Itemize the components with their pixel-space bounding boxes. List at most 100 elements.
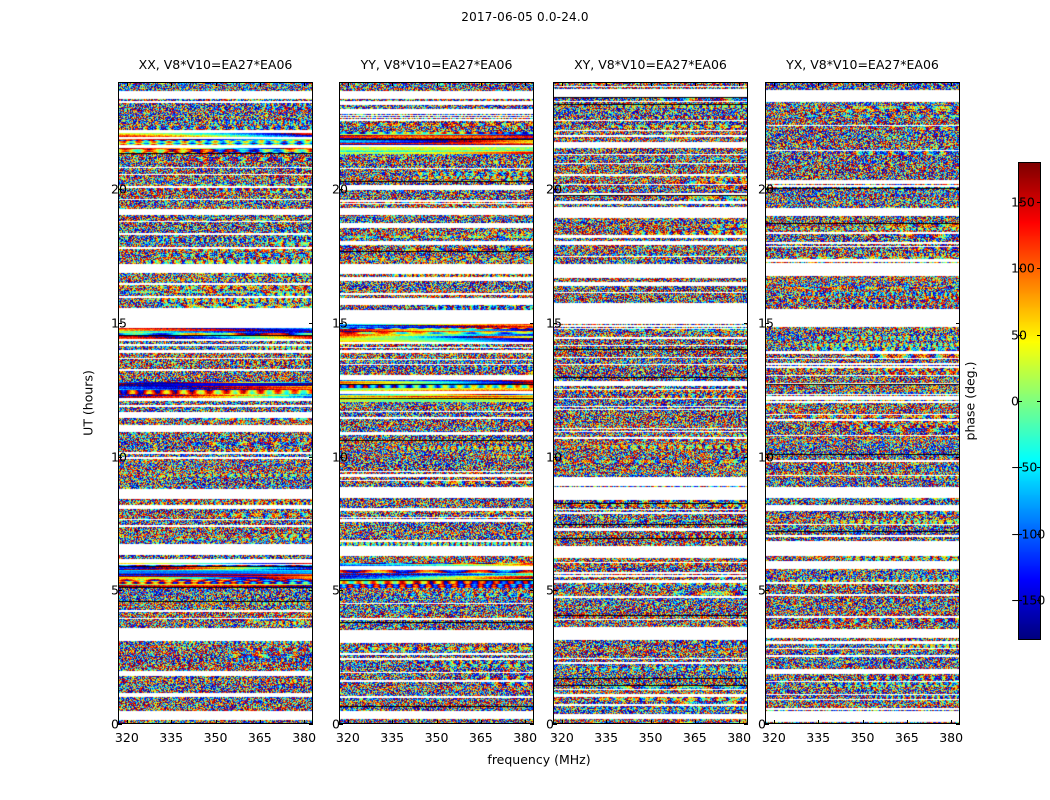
colorbar-label: phase (deg.) bbox=[962, 361, 978, 441]
x-tick-yx-2 bbox=[862, 720, 864, 724]
y-tick-xy-1 bbox=[553, 590, 557, 592]
x-tick-xx-4 bbox=[304, 720, 306, 724]
x-tick-top-xx-4 bbox=[304, 82, 306, 86]
colorbar-tick-right-2 bbox=[1037, 467, 1041, 469]
y-tick-xx-4 bbox=[118, 189, 122, 190]
colorbar-tick-right-1 bbox=[1037, 533, 1041, 535]
y-tick-xx-2 bbox=[118, 456, 122, 458]
x-tick-label-yx-0: 320 bbox=[761, 730, 786, 745]
y-tick-right-xy-3 bbox=[744, 322, 748, 324]
y-tick-xx-1 bbox=[118, 590, 122, 592]
x-tick-yx-0 bbox=[773, 720, 775, 724]
y-tick-yx-1 bbox=[765, 590, 769, 592]
x-tick-label-yy-3: 365 bbox=[468, 730, 493, 745]
y-tick-yx-0 bbox=[765, 724, 769, 725]
x-tick-xy-4 bbox=[739, 720, 741, 724]
x-tick-yy-1 bbox=[392, 720, 394, 724]
y-tick-right-xx-4 bbox=[309, 189, 313, 190]
x-tick-top-yx-1 bbox=[818, 82, 820, 86]
x-tick-top-xx-3 bbox=[259, 82, 261, 86]
heatmap-xy bbox=[554, 83, 747, 723]
x-tick-top-yy-4 bbox=[525, 82, 527, 86]
x-tick-top-yx-2 bbox=[862, 82, 864, 86]
heatmap-yx bbox=[766, 83, 959, 723]
colorbar-tick-right-4 bbox=[1037, 334, 1041, 336]
y-tick-yx-2 bbox=[765, 456, 769, 458]
y-tick-xy-3 bbox=[553, 322, 557, 324]
colorbar-tick-right-0 bbox=[1037, 600, 1041, 602]
x-tick-label-yx-3: 365 bbox=[894, 730, 919, 745]
x-tick-top-xy-0 bbox=[561, 82, 563, 86]
x-tick-xx-2 bbox=[215, 720, 217, 724]
x-tick-top-xx-2 bbox=[215, 82, 217, 86]
y-tick-right-xy-4 bbox=[744, 189, 748, 190]
colorbar-tick-5 bbox=[1018, 268, 1022, 270]
x-tick-top-xx-1 bbox=[171, 82, 173, 86]
x-tick-top-yx-3 bbox=[906, 82, 908, 86]
y-tick-right-yy-2 bbox=[530, 456, 534, 458]
heatmap-xx bbox=[119, 83, 312, 723]
colorbar-tick-3 bbox=[1018, 401, 1022, 402]
x-tick-top-xy-4 bbox=[739, 82, 741, 86]
y-tick-xx-0 bbox=[118, 724, 122, 725]
y-tick-right-yy-0 bbox=[530, 724, 534, 725]
x-tick-top-yx-0 bbox=[773, 82, 775, 86]
y-tick-right-xy-0 bbox=[744, 724, 748, 725]
colorbar-tick-0 bbox=[1018, 600, 1022, 602]
x-tick-xx-3 bbox=[259, 720, 261, 724]
panel-xy[interactable] bbox=[553, 82, 748, 724]
x-tick-label-yy-0: 320 bbox=[335, 730, 360, 745]
x-tick-top-yy-3 bbox=[480, 82, 482, 86]
x-tick-yy-0 bbox=[347, 720, 349, 724]
heatmap-yy bbox=[340, 83, 533, 723]
panel-title-yy: YY, V8*V10=EA27*EA06 bbox=[360, 57, 513, 72]
x-tick-label-yx-2: 350 bbox=[850, 730, 875, 745]
y-tick-yy-1 bbox=[339, 590, 343, 592]
x-tick-top-xy-3 bbox=[694, 82, 696, 86]
panel-title-xx: XX, V8*V10=EA27*EA06 bbox=[138, 57, 293, 72]
y-tick-yx-3 bbox=[765, 322, 769, 324]
x-tick-label-xy-1: 335 bbox=[594, 730, 619, 745]
x-tick-top-xy-1 bbox=[606, 82, 608, 86]
x-tick-label-xy-4: 380 bbox=[727, 730, 752, 745]
y-axis-label: UT (hours) bbox=[80, 370, 96, 436]
panel-title-yx: YX, V8*V10=EA27*EA06 bbox=[786, 57, 939, 72]
x-tick-top-yy-1 bbox=[392, 82, 394, 86]
y-tick-xy-0 bbox=[553, 724, 557, 725]
x-tick-top-yy-2 bbox=[436, 82, 438, 86]
x-tick-xy-3 bbox=[694, 720, 696, 724]
y-tick-right-xx-1 bbox=[309, 590, 313, 592]
x-tick-label-yx-4: 380 bbox=[939, 730, 964, 745]
colorbar-tick-right-6 bbox=[1037, 201, 1041, 203]
y-tick-right-xy-2 bbox=[744, 456, 748, 458]
y-tick-xy-2 bbox=[553, 456, 557, 458]
y-tick-yy-3 bbox=[339, 322, 343, 324]
x-tick-label-xx-1: 335 bbox=[159, 730, 184, 745]
y-tick-xy-4 bbox=[553, 189, 557, 190]
x-tick-yx-1 bbox=[818, 720, 820, 724]
x-tick-top-yx-4 bbox=[951, 82, 953, 86]
x-tick-label-xy-2: 350 bbox=[638, 730, 663, 745]
panel-xx[interactable] bbox=[118, 82, 313, 724]
y-tick-right-yy-1 bbox=[530, 590, 534, 592]
panel-yy[interactable] bbox=[339, 82, 534, 724]
colorbar-tick-6 bbox=[1018, 201, 1022, 203]
colorbar-tick-2 bbox=[1018, 467, 1022, 469]
x-tick-yy-3 bbox=[480, 720, 482, 724]
x-tick-label-xx-2: 350 bbox=[203, 730, 228, 745]
y-tick-right-yx-1 bbox=[956, 590, 960, 592]
colorbar-tick-right-3 bbox=[1037, 401, 1041, 402]
x-tick-yx-3 bbox=[906, 720, 908, 724]
panel-yx[interactable] bbox=[765, 82, 960, 724]
y-tick-yy-2 bbox=[339, 456, 343, 458]
x-tick-top-xy-2 bbox=[650, 82, 652, 86]
panel-title-xy: XY, V8*V10=EA27*EA06 bbox=[574, 57, 727, 72]
y-tick-right-xx-0 bbox=[309, 724, 313, 725]
y-tick-right-xx-2 bbox=[309, 456, 313, 458]
x-tick-xy-0 bbox=[561, 720, 563, 724]
y-tick-right-xx-3 bbox=[309, 322, 313, 324]
x-axis-label: frequency (MHz) bbox=[487, 752, 591, 767]
x-tick-yy-4 bbox=[525, 720, 527, 724]
x-tick-yx-4 bbox=[951, 720, 953, 724]
